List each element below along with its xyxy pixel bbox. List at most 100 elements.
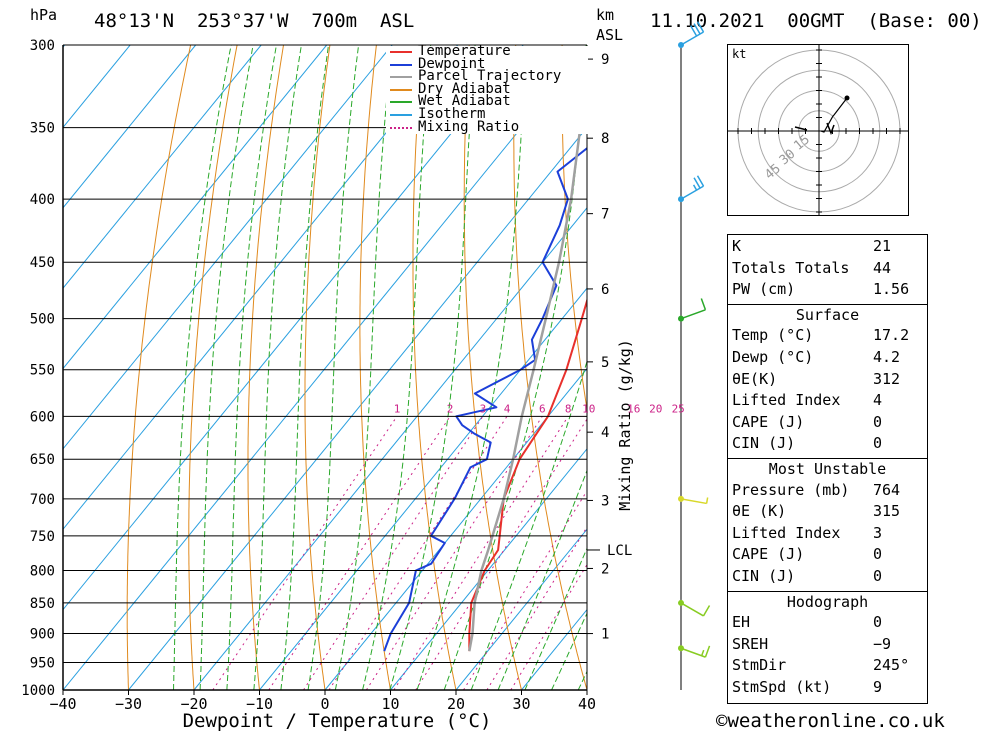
pressure-tick-label: 700 bbox=[30, 492, 55, 508]
legend-label: Wet Adiabat bbox=[418, 93, 511, 110]
wind-barb-flag bbox=[702, 605, 711, 617]
index-label: EH bbox=[732, 613, 751, 632]
legend-entry: Temperature bbox=[388, 44, 588, 58]
pressure-tick-label: 750 bbox=[30, 529, 55, 545]
legend-swatch bbox=[390, 114, 412, 116]
index-row: Pressure (mb) 764 bbox=[728, 480, 927, 502]
index-section-title: Surface bbox=[728, 303, 927, 327]
isotherm-line bbox=[193, 206, 587, 690]
legend-swatch bbox=[390, 88, 412, 91]
km-tick-label: 8 bbox=[601, 131, 609, 147]
index-row: SREH −9 bbox=[728, 634, 927, 656]
index-label: CIN (J) bbox=[732, 434, 796, 453]
wind-barb-staff bbox=[680, 647, 706, 658]
index-label: θE(K) bbox=[732, 369, 778, 388]
x-tick-label: −20 bbox=[180, 695, 207, 713]
wet-adiabat-line bbox=[280, 45, 329, 690]
pressure-tick-label: 550 bbox=[30, 363, 55, 379]
location-title: 48°13'N 253°37'W 700m ASL bbox=[94, 10, 415, 32]
isotherm-line bbox=[63, 45, 524, 611]
index-label: StmDir bbox=[732, 656, 787, 675]
hodograph-unit: kt bbox=[732, 47, 747, 61]
index-row: CIN (J) 0 bbox=[728, 433, 927, 455]
isotherm-line bbox=[63, 45, 328, 370]
index-value: 0 bbox=[873, 545, 883, 564]
index-label: Temp (°C) bbox=[732, 326, 814, 345]
mixing-ratio-line bbox=[303, 416, 484, 690]
index-value: 0 bbox=[873, 567, 883, 585]
isotherm-line bbox=[63, 45, 459, 531]
site-credit: ©weatheronline.co.uk bbox=[716, 710, 945, 732]
mixing-ratio-label: 2 bbox=[447, 402, 454, 415]
wet-adiabat-line bbox=[443, 45, 587, 690]
index-value: 4.2 bbox=[873, 348, 901, 366]
wind-barb-flag bbox=[689, 25, 698, 37]
series-line-temperature bbox=[468, 297, 587, 652]
x-tick-label: −40 bbox=[49, 695, 76, 713]
index-label: StmSpd (kt) bbox=[732, 678, 832, 696]
wind-barb-staff bbox=[680, 498, 707, 505]
dry-adiabat-line bbox=[412, 45, 457, 690]
index-label: SREH bbox=[732, 634, 769, 653]
pressure-tick-label: 950 bbox=[30, 656, 55, 672]
index-value: 17.2 bbox=[873, 326, 910, 345]
legend-swatch bbox=[390, 76, 412, 79]
index-row: CIN (J) 0 bbox=[728, 566, 927, 588]
index-row: Dewp (°C) 4.2 bbox=[728, 347, 927, 369]
hodograph-endpoint bbox=[844, 95, 850, 101]
chart-legend: Temperature Dewpoint Parcel Trajectory Dry … bbox=[386, 44, 588, 134]
dry-adiabat-line bbox=[973, 8, 1000, 716]
index-value: 245° bbox=[873, 656, 910, 675]
indices-table: K 21 Totals Totals 44 PW (cm) 1.56 Surface Temp… bbox=[727, 234, 928, 704]
index-label: θE (K) bbox=[732, 502, 787, 521]
asl-unit-label: ASL bbox=[596, 26, 624, 44]
x-tick-label: 10 bbox=[381, 695, 399, 713]
profile-lines bbox=[383, 83, 587, 652]
x-tick-label: 30 bbox=[512, 695, 530, 713]
km-tick-label: 4 bbox=[601, 425, 609, 441]
pressure-tick-label: 850 bbox=[30, 596, 55, 612]
isotherm-line bbox=[63, 45, 197, 209]
lcl-label: LCL bbox=[607, 543, 632, 559]
index-value: 312 bbox=[873, 369, 901, 388]
index-value: 9 bbox=[873, 678, 883, 696]
wind-barb bbox=[680, 21, 705, 46]
wind-barb bbox=[680, 298, 707, 320]
pressure-tick-label: 1000 bbox=[21, 683, 55, 699]
mixing-ratio-line bbox=[486, 526, 587, 690]
wind-barb-flag bbox=[700, 298, 707, 311]
index-label: PW (cm) bbox=[732, 280, 796, 299]
legend-label: Dry Adiabat bbox=[418, 80, 511, 97]
x-tick-label: 0 bbox=[320, 695, 329, 713]
mixing-ratio-line bbox=[365, 416, 543, 690]
wind-barb-flag bbox=[704, 645, 711, 658]
pressure-tick-label: 900 bbox=[30, 627, 55, 643]
mixing-ratio-label: 25 bbox=[672, 402, 685, 415]
dry-adiabat-line bbox=[304, 45, 331, 690]
index-row: θE(K) 312 bbox=[728, 369, 927, 391]
mixing-ratio-label: 1 bbox=[394, 402, 401, 415]
isotherm-line bbox=[63, 45, 262, 289]
wind-barb bbox=[680, 602, 711, 617]
mixing-ratio-line bbox=[463, 489, 587, 690]
isotherm-line bbox=[63, 46, 587, 690]
wet-adiabat-line bbox=[199, 45, 254, 690]
legend-swatch bbox=[390, 126, 412, 129]
wind-barb-staff bbox=[680, 602, 704, 617]
legend-swatch bbox=[390, 51, 412, 53]
index-label: CIN (J) bbox=[732, 567, 796, 585]
date-title: 11.10.2021 00GMT (Base: 00) bbox=[650, 10, 982, 32]
mixing-ratio-label: 6 bbox=[539, 402, 546, 415]
hodograph-ring-label: 30 bbox=[777, 147, 799, 169]
pressure-tick-label: 350 bbox=[30, 121, 55, 137]
pressure-tick-label: 800 bbox=[30, 563, 55, 579]
index-value: 1.56 bbox=[873, 280, 910, 299]
legend-entry: Mixing Ratio bbox=[388, 120, 588, 134]
legend-entry: Dry Adiabat bbox=[388, 80, 588, 97]
index-row: CAPE (J) 0 bbox=[728, 412, 927, 434]
hpa-unit-label: hPa bbox=[30, 6, 58, 24]
isotherm-line bbox=[128, 126, 587, 690]
wind-barb bbox=[680, 497, 709, 505]
series-line-parcel-trajectory bbox=[468, 83, 587, 652]
